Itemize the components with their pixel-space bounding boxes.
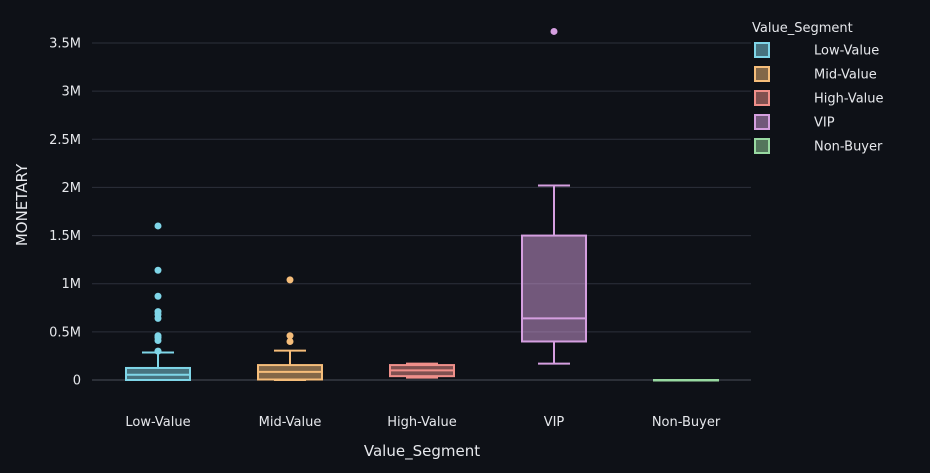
legend-label: Non-Buyer — [814, 140, 883, 155]
x-axis-title: Value_Segment — [364, 442, 480, 461]
box-high-value — [389, 362, 455, 379]
box-mid-value — [257, 276, 323, 381]
box-non-buyer — [653, 379, 719, 382]
y-tick-label: 2.5M — [49, 133, 81, 148]
y-tick-label: 0.5M — [49, 325, 81, 340]
box-low-value — [125, 222, 191, 382]
y-tick-label: 3M — [62, 85, 82, 100]
grid-lines — [92, 42, 751, 381]
legend-swatch — [754, 42, 770, 58]
outlier-point — [154, 347, 162, 355]
x-tick-label: VIP — [544, 415, 565, 430]
outlier-point — [154, 332, 162, 340]
legend-item-non-buyer: Non-Buyer — [754, 138, 883, 155]
legend-label: High-Value — [814, 92, 884, 107]
y-tick-label: 2M — [62, 181, 82, 196]
legend-item-mid-value: Mid-Value — [754, 66, 877, 83]
outlier-point — [550, 27, 558, 35]
outlier-point — [286, 337, 294, 345]
box-vip — [521, 27, 587, 365]
legend-label: Mid-Value — [814, 68, 877, 83]
y-tick-label: 1M — [62, 277, 82, 292]
outlier-point — [286, 276, 294, 284]
y-axis: 0 0.5M 1M 1.5M 2M 2.5M 3M 3.5M — [49, 37, 81, 389]
x-tick-label: Non-Buyer — [652, 415, 721, 430]
y-tick-label: 3.5M — [49, 37, 81, 52]
y-tick-label: 1.5M — [49, 229, 81, 244]
y-tick-label: 0 — [73, 374, 81, 389]
legend-label: VIP — [814, 116, 835, 131]
y-axis-title: MONETARY — [13, 163, 31, 246]
legend-item-vip: VIP — [754, 114, 835, 131]
legend-swatch — [754, 66, 770, 82]
outlier-point — [154, 266, 162, 274]
outlier-point — [286, 332, 294, 340]
outlier-point — [154, 222, 162, 230]
box-iqr — [521, 234, 587, 343]
outlier-point — [154, 308, 162, 316]
legend-swatch — [754, 90, 770, 106]
legend-swatch — [754, 138, 770, 154]
legend-title: Value_Segment — [752, 21, 853, 36]
legend-item-low-value: Low-Value — [754, 42, 879, 59]
legend-label: Low-Value — [814, 44, 879, 59]
x-tick-label: High-Value — [387, 415, 457, 430]
legend-swatch — [754, 114, 770, 130]
outlier-point — [154, 292, 162, 300]
x-axis: Low-Value Mid-Value High-Value VIP Non-Buyer — [125, 415, 720, 430]
boxes — [125, 27, 719, 382]
x-tick-label: Low-Value — [125, 415, 190, 430]
x-tick-label: Mid-Value — [259, 415, 322, 430]
legend-item-high-value: High-Value — [754, 90, 884, 107]
legend: Value_Segment Low-Value Mid-Value High-Val… — [752, 21, 884, 155]
